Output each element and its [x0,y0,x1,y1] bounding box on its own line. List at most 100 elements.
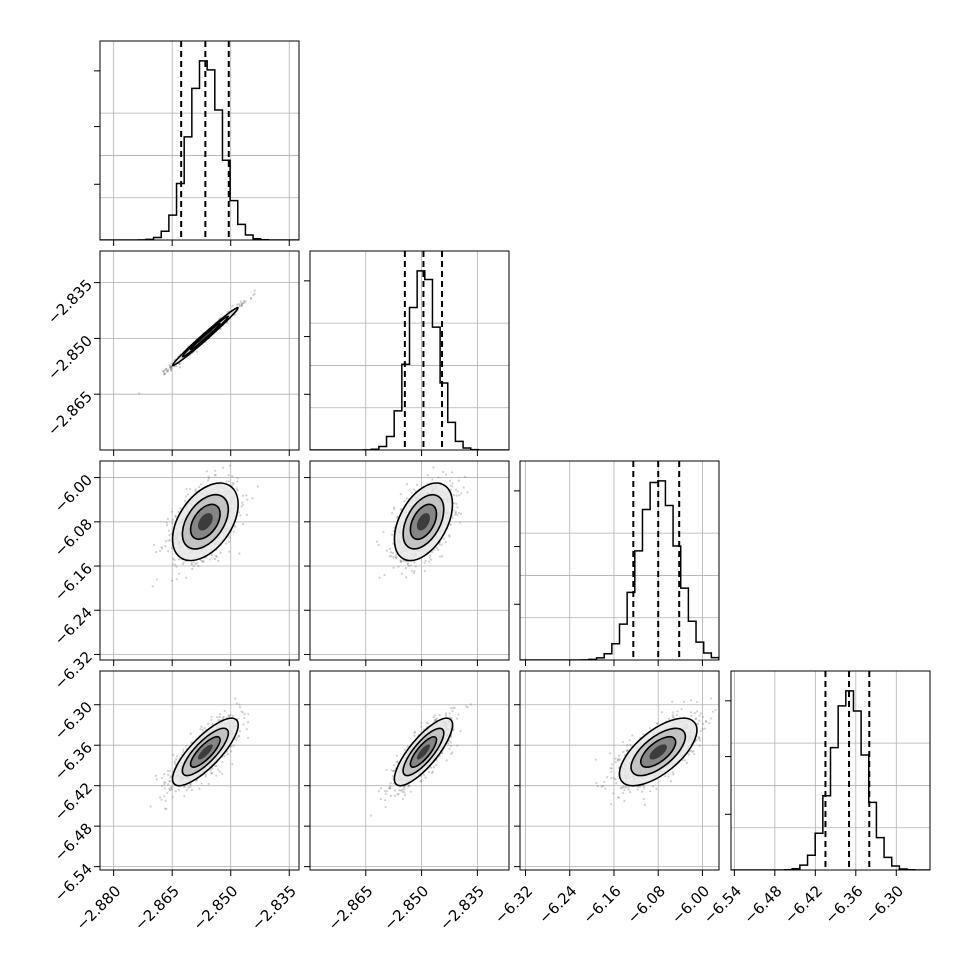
scatter-point [395,516,399,519]
scatter-point [438,555,442,558]
scatter-point [432,766,436,769]
scatter-point [199,483,202,486]
scatter-point [186,493,190,496]
y-tick-label: −6.48 [51,819,96,864]
scatter-point [443,537,446,540]
scatter-point [171,796,174,799]
scatter-point [403,500,406,503]
joint-panel-2-1 [304,460,510,666]
scatter-point [170,787,173,790]
scatter-point [170,365,173,369]
scatter-point [192,560,195,564]
x-tick-label: −2.835 [436,882,488,934]
scatter-point [184,499,187,503]
scatter-point [200,782,203,785]
joint-panel-3-2: −6.32−6.24−6.16−6.08−6.00 [491,670,720,927]
scatter-point [422,773,426,776]
density-contour [197,744,213,760]
scatter-point [426,473,429,477]
scatter-point [405,497,409,500]
scatter-point [240,710,243,713]
scatter-point [388,787,391,790]
scatter-point [402,559,405,563]
scatter-point [217,768,220,771]
scatter-point [240,302,243,305]
scatter-point [198,787,201,790]
scatter-point [241,522,244,525]
scatter-point [453,706,456,709]
scatter-point [445,712,448,715]
scatter-point [444,473,448,476]
scatter-point [454,513,457,516]
scatter-point [434,718,437,721]
scatter-point [228,536,231,539]
scatter-point [197,565,200,568]
scatter-point [203,726,206,730]
scatter-point [389,782,392,785]
scatter-point [440,752,444,755]
scatter-point [457,479,460,482]
scatter-point [425,721,428,724]
scatter-point [450,707,453,710]
scatter-point [655,787,658,790]
x-tick-label: −2.880 [72,882,124,934]
scatter-point [165,524,169,527]
scatter-point [151,585,154,588]
scatter-point [389,785,392,788]
scatter-point [377,789,380,792]
scatter-point [170,788,173,791]
scatter-point [235,487,238,490]
scatter-point [182,785,185,788]
scatter-point [246,736,250,739]
scatter-point [226,322,229,325]
scatter-point [433,548,436,552]
scatter-point [234,525,237,528]
scatter-point [246,498,249,501]
scatter-point [442,470,445,473]
x-tick-label: −2.835 [248,882,300,934]
scatter-point [238,703,241,706]
scatter-point [164,367,168,370]
scatter-point [395,553,398,556]
scatter-point [190,788,194,791]
scatter-point [239,514,242,517]
scatter-point [444,540,447,544]
scatter-point [414,565,417,568]
scatter-point [449,744,453,748]
scatter-point [245,728,248,731]
scatter-point [235,702,238,705]
scatter-point [253,289,256,292]
scatter-point [413,731,416,734]
scatter-point [383,799,387,802]
scatter-point [177,558,181,561]
scatter-point [451,706,455,710]
scatter-point [459,521,462,524]
scatter-point [683,700,686,704]
scatter-point [165,807,168,811]
scatter-point [384,806,387,809]
scatter-point [243,713,246,716]
scatter-point [695,710,699,713]
scatter-point [389,794,393,798]
scatter-point [375,540,379,543]
scatter-point [411,570,414,573]
histogram-step [100,60,299,240]
scatter-point [431,550,434,554]
scatter-point [207,475,210,478]
scatter-point [424,776,427,779]
scatter-point [223,709,226,713]
scatter-point [457,713,460,716]
scatter-point [404,567,407,570]
scatter-point [190,741,193,744]
scatter-point [698,714,701,717]
scatter-point [170,365,173,368]
scatter-point [395,761,398,764]
scatter-point [232,744,235,747]
scatter-point [168,780,171,783]
scatter-point [394,557,398,560]
scatter-point [219,551,222,554]
scatter-point [170,367,173,370]
scatter-point [451,751,454,754]
scatter-point [456,506,459,509]
scatter-point [237,735,241,738]
